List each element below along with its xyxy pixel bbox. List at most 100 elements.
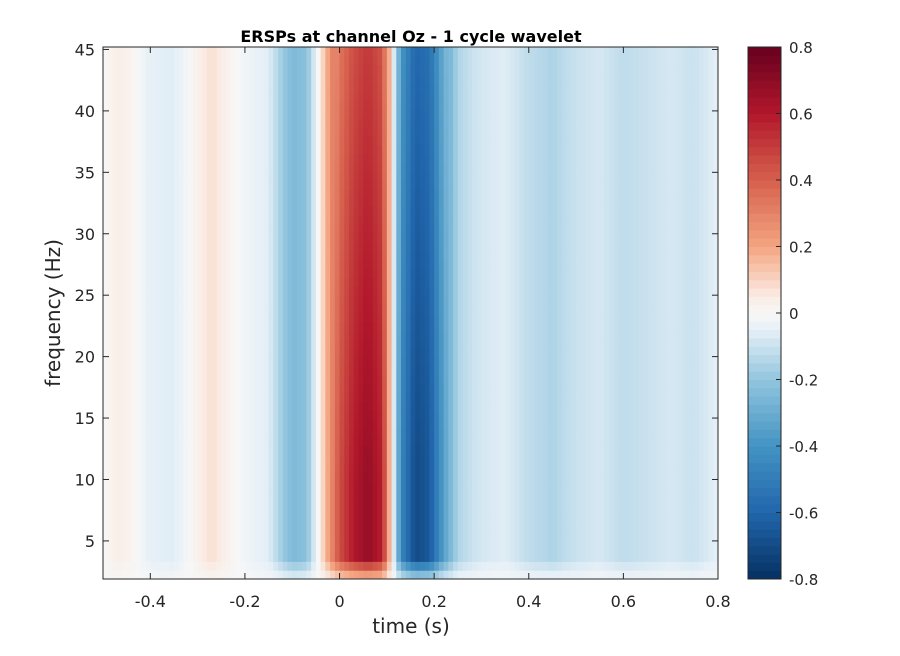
heatmap-cell	[334, 162, 341, 172]
heatmap-cell	[457, 375, 464, 385]
heatmap-cell	[226, 366, 232, 376]
heatmap-cell	[349, 162, 355, 172]
heatmap-cell	[476, 135, 483, 146]
heatmap-cell	[112, 357, 118, 367]
heatmap-cell	[173, 570, 180, 579]
heatmap-cell	[490, 490, 497, 500]
heatmap-cell	[183, 375, 189, 385]
heatmap-cell	[121, 47, 128, 57]
heatmap-cell	[292, 144, 298, 154]
heatmap-cell	[410, 472, 416, 483]
heatmap-cell	[121, 383, 128, 394]
heatmap-cell	[472, 55, 478, 66]
heatmap-cell	[325, 153, 331, 163]
heatmap-cell	[131, 55, 137, 66]
heatmap-cell	[410, 561, 416, 571]
heatmap-cell	[320, 499, 326, 509]
heatmap-cell	[349, 516, 355, 527]
heatmap-cell	[202, 188, 208, 199]
heatmap-cell	[112, 348, 118, 358]
heatmap-cell	[292, 91, 298, 101]
heatmap-cell	[207, 73, 213, 84]
heatmap-cell	[136, 508, 142, 518]
heatmap-cell	[273, 463, 279, 474]
heatmap-cell	[481, 64, 487, 75]
heatmap-cell	[391, 206, 397, 217]
heatmap-cell	[382, 188, 388, 199]
heatmap-cell	[495, 516, 501, 527]
heatmap-cell	[391, 153, 397, 163]
heatmap-cell	[339, 552, 345, 562]
heatmap-cell	[424, 277, 431, 287]
heatmap-cell	[424, 570, 431, 579]
heatmap-cell	[410, 233, 416, 243]
heatmap-cell	[476, 516, 483, 527]
heatmap-cell	[121, 304, 128, 314]
heatmap-cell	[131, 259, 137, 270]
heatmap-cell	[155, 144, 161, 154]
heatmap-cell	[311, 454, 317, 465]
heatmap-cell	[462, 570, 468, 579]
heatmap-cell	[419, 171, 426, 181]
heatmap-cell	[121, 321, 128, 332]
heatmap-cell	[457, 543, 464, 553]
heatmap-cell	[150, 401, 156, 412]
heatmap-cell	[462, 357, 468, 367]
heatmap-cell	[372, 47, 378, 57]
heatmap-cell	[140, 454, 147, 465]
heatmap-cell	[367, 304, 374, 314]
heatmap-cell	[183, 188, 189, 199]
heatmap-cell	[178, 55, 185, 66]
heatmap-cell	[372, 197, 378, 208]
heatmap-cell	[372, 188, 378, 199]
heatmap-cell	[188, 366, 194, 376]
heatmap-cell	[178, 188, 185, 199]
heatmap-cell	[301, 472, 308, 483]
heatmap-cell	[188, 188, 194, 199]
heatmap-cell	[301, 47, 308, 57]
heatmap-cell	[107, 109, 114, 119]
heatmap-cell	[240, 47, 246, 57]
heatmap-cell	[150, 100, 156, 110]
heatmap-cell	[334, 224, 341, 234]
heatmap-cell	[188, 126, 194, 137]
heatmap-cell	[377, 437, 383, 447]
heatmap-cell	[325, 117, 331, 128]
heatmap-cell	[249, 570, 255, 579]
heatmap-cell	[301, 277, 308, 287]
heatmap-cell	[415, 401, 421, 412]
heatmap-cell	[429, 250, 435, 261]
heatmap-cell	[169, 570, 175, 579]
heatmap-cell	[358, 481, 364, 491]
heatmap-cell	[358, 162, 364, 172]
heatmap-cell	[230, 180, 237, 190]
heatmap-cell	[330, 454, 336, 465]
heatmap-cell	[382, 561, 388, 571]
heatmap-cell	[311, 233, 317, 243]
heatmap-cell	[192, 171, 199, 181]
heatmap-cell	[211, 366, 218, 376]
heatmap-cell	[263, 428, 270, 438]
heatmap-cell	[273, 233, 279, 243]
heatmap-cell	[353, 162, 360, 172]
heatmap-cell	[259, 490, 265, 500]
heatmap-cell	[311, 109, 317, 119]
heatmap-cell	[325, 392, 331, 403]
heatmap-cell	[173, 454, 180, 465]
heatmap-cell	[107, 543, 114, 553]
heatmap-cell	[490, 437, 497, 447]
heatmap-cell	[140, 392, 147, 403]
heatmap-cell	[367, 321, 374, 332]
heatmap-cell	[230, 499, 237, 509]
heatmap-cell	[386, 481, 393, 491]
heatmap-cell	[453, 472, 459, 483]
heatmap-cell	[415, 242, 421, 252]
heatmap-cell	[344, 552, 350, 562]
heatmap-cell	[226, 126, 232, 137]
heatmap-cell	[240, 295, 246, 305]
chart-title: ERSPs at channel Oz - 1 cycle wavelet	[240, 27, 582, 46]
heatmap-cell	[131, 73, 137, 84]
heatmap-cell	[396, 392, 402, 403]
heatmap-cell	[292, 375, 298, 385]
